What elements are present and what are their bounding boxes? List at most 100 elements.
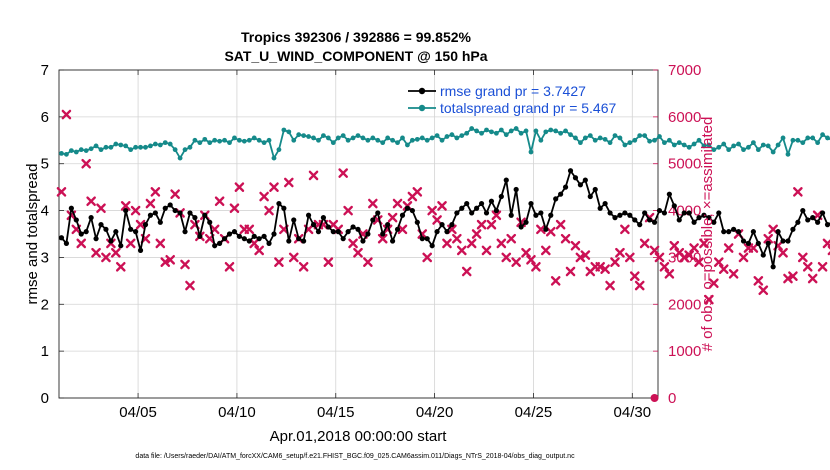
chart-title-line2: SAT_U_WIND_COMPONENT @ 150 hPa: [224, 48, 487, 64]
obs-marker: [61, 109, 72, 120]
obs-marker: [778, 247, 788, 258]
spread-point: [449, 132, 455, 138]
rmse-point: [291, 217, 297, 223]
obs-marker: [575, 252, 586, 263]
spread-point: [167, 141, 173, 147]
spread-point: [266, 137, 272, 143]
rmse-point: [553, 196, 559, 202]
spread-point: [419, 135, 425, 141]
spread-point: [177, 155, 183, 161]
obs-marker: [664, 269, 675, 279]
obs-marker: [234, 182, 245, 192]
spread-point: [350, 135, 356, 141]
obs-marker: [679, 252, 689, 263]
spread-point: [523, 128, 529, 134]
obs-marker: [353, 247, 363, 258]
rmse-point: [133, 229, 139, 235]
rmse-point: [760, 252, 766, 258]
obs-marker: [531, 262, 541, 272]
obs-marker: [704, 294, 714, 305]
spread-point: [246, 137, 252, 143]
spread-point: [83, 148, 89, 153]
rmse-point: [780, 238, 786, 244]
obs-marker: [452, 233, 462, 244]
obs-marker: [422, 252, 432, 263]
spread-point: [652, 137, 657, 143]
obs-marker: [368, 198, 378, 209]
x-tick-label: 04/05: [119, 404, 157, 421]
rmse-point: [449, 222, 455, 228]
spread-point: [236, 137, 242, 143]
obs-marker: [96, 203, 106, 214]
rmse-point: [370, 217, 376, 223]
rmse-point: [612, 215, 618, 221]
rmse-point: [538, 210, 544, 216]
obs-marker: [185, 280, 195, 291]
rmse-point: [508, 212, 514, 218]
spread-point: [706, 142, 712, 148]
y-left-tick-label: 7: [41, 62, 49, 79]
rmse-point: [394, 226, 401, 232]
spread-point: [414, 136, 420, 142]
rmse-point: [128, 226, 134, 232]
obs-marker: [125, 238, 136, 249]
rmse-point: [335, 229, 341, 235]
rmse-point: [207, 219, 213, 225]
rmse-point: [488, 198, 495, 204]
obs-marker: [86, 196, 96, 206]
obs-marker: [639, 238, 650, 249]
rmse-point: [162, 205, 168, 211]
obs-marker: [600, 264, 610, 274]
rmse-point: [276, 200, 282, 207]
obs-marker: [115, 262, 126, 272]
rmse-point: [404, 205, 411, 211]
legend-spread-marker: [418, 104, 426, 112]
obs-marker: [699, 238, 709, 249]
rmse-point: [375, 210, 381, 216]
rmse-point: [493, 207, 499, 214]
spread-point: [785, 151, 791, 157]
rmse-point: [503, 177, 509, 183]
rmse-point: [261, 233, 267, 239]
obs-marker: [496, 238, 507, 249]
rmse-point: [98, 222, 104, 228]
rmse-point: [434, 229, 440, 235]
obs-marker: [338, 168, 348, 178]
spread-point: [820, 132, 825, 138]
rmse-point: [93, 236, 99, 242]
obs-marker: [783, 273, 793, 284]
rmse-point: [656, 207, 663, 214]
spread-point: [578, 140, 583, 146]
rmse-point: [281, 205, 287, 211]
obs-marker: [793, 187, 803, 197]
rmse-point: [172, 207, 178, 214]
spread-point: [800, 140, 806, 146]
spread-point: [241, 138, 247, 144]
rmse-point: [340, 236, 346, 242]
plot-frame: [58, 69, 659, 399]
rmse-point: [459, 205, 465, 211]
spread-point: [592, 137, 598, 143]
rmse-point: [108, 238, 114, 244]
rmse-point: [83, 229, 89, 235]
rmse-point: [256, 236, 262, 242]
spread-point: [400, 135, 405, 141]
spread-point: [553, 128, 559, 134]
rmse-point: [454, 210, 460, 216]
rmse-point: [429, 243, 435, 249]
y-left-tick-label: 6: [41, 109, 49, 126]
spread-point: [731, 143, 737, 149]
rmse-point: [785, 238, 791, 244]
y-axis-right-label: # of obs: o=possible; ×=assimilated: [699, 117, 716, 352]
spread-point: [251, 135, 257, 141]
spread-point: [330, 140, 336, 146]
obs-marker: [244, 224, 255, 235]
rmse-point: [691, 219, 697, 225]
rmse-point: [750, 229, 756, 235]
rmse-point: [824, 222, 830, 228]
rmse-point: [202, 212, 208, 218]
rmse-point: [726, 229, 732, 235]
spread-point: [484, 127, 489, 133]
rmse-point: [582, 177, 588, 183]
